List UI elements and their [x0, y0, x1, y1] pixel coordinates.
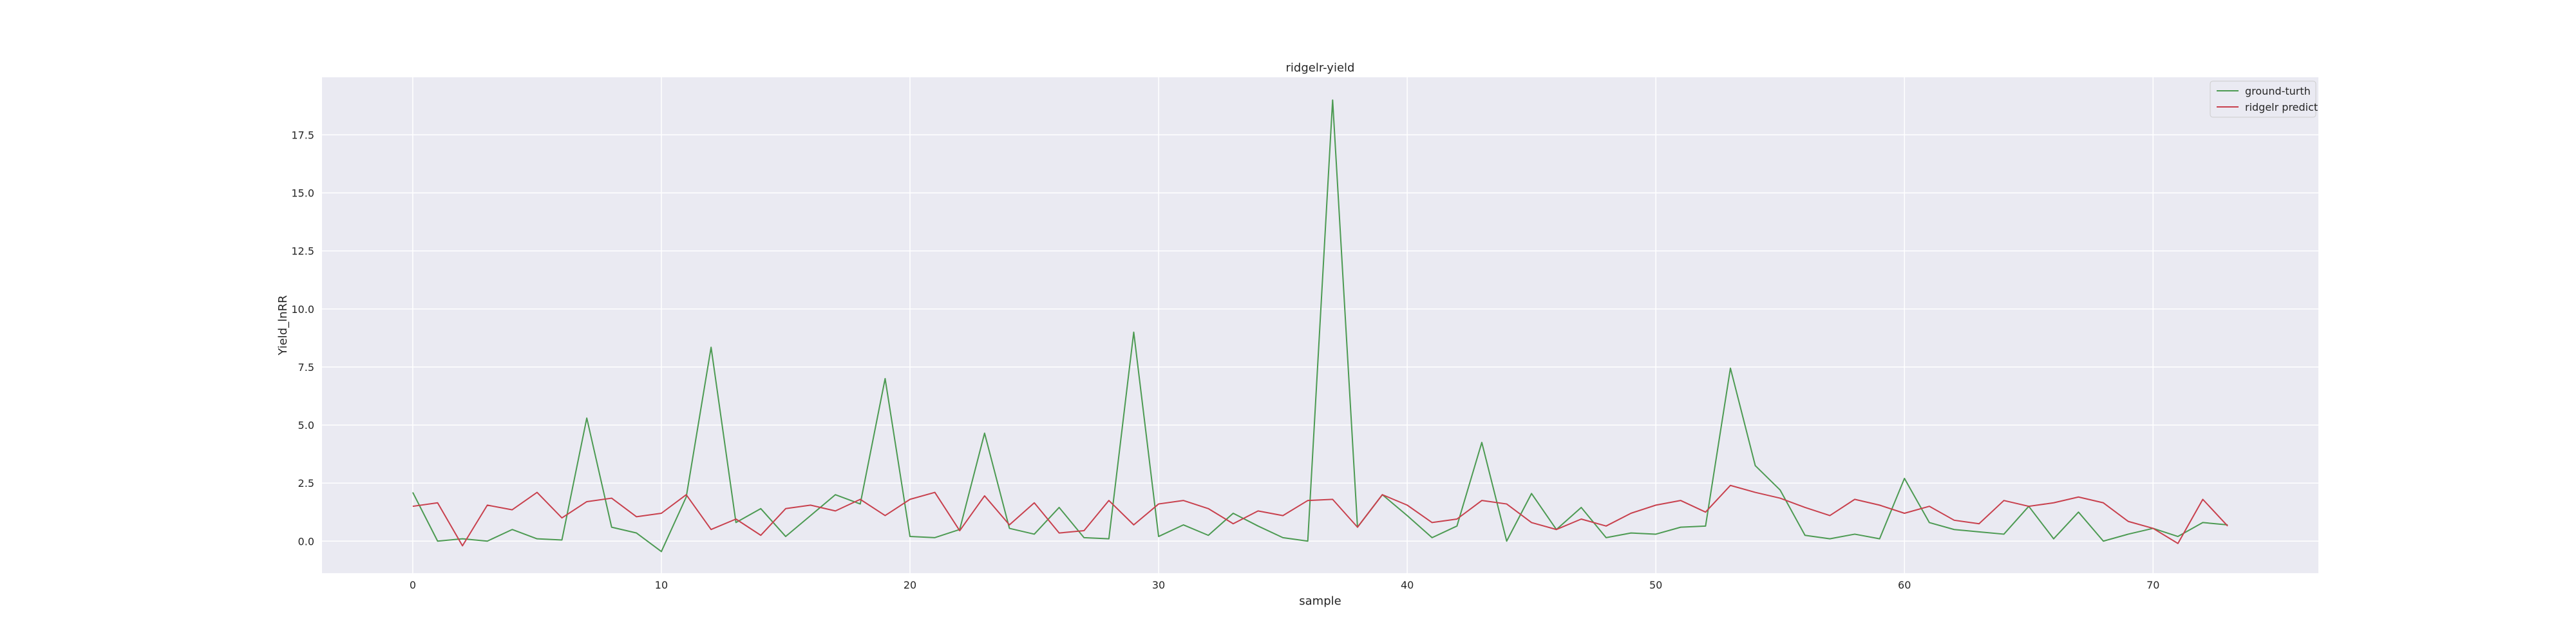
- x-tick-label: 40: [1401, 579, 1414, 591]
- y-tick-label: 7.5: [298, 361, 314, 374]
- y-tick-label: 5.0: [298, 419, 314, 431]
- y-axis-label: Yield_lnRR: [276, 295, 290, 355]
- y-tick-label: 17.5: [291, 129, 314, 141]
- chart-title: ridgelr-yield: [1286, 61, 1355, 75]
- x-tick-label: 20: [904, 579, 916, 591]
- x-axis-ticks: 0 10 20 30 40 50 60 70: [410, 579, 2160, 591]
- legend: ground-turth ridgelr predict: [2210, 80, 2318, 118]
- y-tick-label: 2.5: [298, 477, 314, 489]
- y-axis-ticks: 0.0 2.5 5.0 7.5 10.0 12.5 15.0 17.5: [291, 129, 314, 547]
- x-tick-label: 60: [1898, 579, 1911, 591]
- x-axis-label: sample: [1299, 594, 1341, 608]
- legend-label-ground-turth: ground-turth: [2245, 85, 2311, 97]
- y-tick-label: 15.0: [291, 187, 314, 200]
- y-tick-label: 12.5: [291, 245, 314, 258]
- y-tick-label: 10.0: [291, 303, 314, 316]
- legend-label-ridgelr-predict: ridgelr predict: [2245, 101, 2318, 113]
- x-tick-label: 0: [410, 579, 416, 591]
- x-tick-label: 50: [1649, 579, 1662, 591]
- x-tick-label: 10: [655, 579, 668, 591]
- x-tick-label: 70: [2146, 579, 2159, 591]
- grid: [322, 77, 2318, 573]
- y-tick-label: 0.0: [298, 535, 314, 547]
- series-line-ridgelr-predict: [412, 484, 2228, 547]
- x-tick-label: 30: [1152, 579, 1165, 591]
- series-layer: [412, 99, 2228, 553]
- series-line-ground-turth: [412, 99, 2228, 553]
